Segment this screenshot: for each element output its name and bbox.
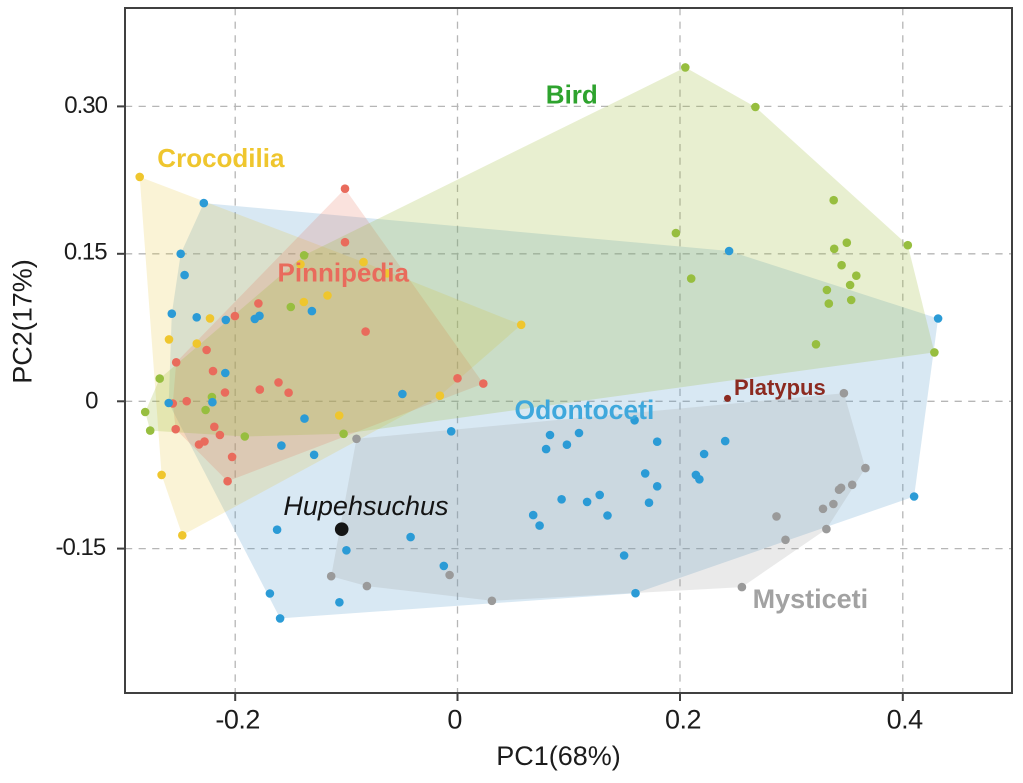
svg-text:0.2: 0.2 <box>665 705 701 735</box>
svg-text:0.15: 0.15 <box>64 239 107 266</box>
svg-text:-0.15: -0.15 <box>55 534 105 561</box>
svg-text:Pinnipedia: Pinnipedia <box>278 258 410 288</box>
svg-text:0: 0 <box>85 387 98 414</box>
svg-text:Odontoceti: Odontoceti <box>515 395 655 425</box>
svg-text:Mysticeti: Mysticeti <box>753 584 869 614</box>
svg-text:Bird: Bird <box>546 80 598 110</box>
svg-text:Hupehsuchus: Hupehsuchus <box>283 491 448 521</box>
svg-text:Platypus: Platypus <box>734 375 826 400</box>
svg-text:0.30: 0.30 <box>64 92 107 119</box>
svg-text:PC2(17%): PC2(17%) <box>8 259 38 384</box>
svg-text:Crocodilia: Crocodilia <box>157 143 285 173</box>
svg-text:0: 0 <box>447 705 462 735</box>
svg-text:PC1(68%): PC1(68%) <box>496 741 621 771</box>
svg-text:0.4: 0.4 <box>887 705 924 735</box>
svg-text:-0.2: -0.2 <box>215 705 260 735</box>
